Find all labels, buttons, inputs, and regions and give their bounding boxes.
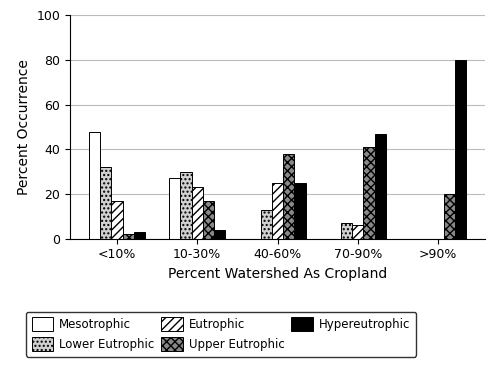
Bar	[192, 187, 203, 239]
Bar	[283, 154, 294, 239]
Bar	[260, 210, 272, 239]
Bar	[203, 201, 214, 239]
Bar	[100, 167, 112, 239]
Bar	[134, 232, 145, 239]
Bar	[364, 147, 374, 239]
Bar	[272, 183, 283, 239]
Bar	[444, 194, 455, 239]
Legend: Mesotrophic, Lower Eutrophic, Eutrophic, Upper Eutrophic, Hypereutrophic: Mesotrophic, Lower Eutrophic, Eutrophic,…	[26, 311, 416, 357]
Bar	[122, 234, 134, 239]
Bar	[455, 60, 466, 239]
Bar	[89, 132, 100, 239]
Bar	[180, 172, 192, 239]
X-axis label: Percent Watershed As Cropland: Percent Watershed As Cropland	[168, 267, 387, 281]
Bar	[341, 223, 352, 239]
Bar	[169, 178, 180, 239]
Y-axis label: Percent Occurrence: Percent Occurrence	[17, 59, 31, 195]
Bar	[112, 201, 122, 239]
Bar	[352, 225, 364, 239]
Bar	[294, 183, 306, 239]
Bar	[214, 230, 226, 239]
Bar	[374, 134, 386, 239]
